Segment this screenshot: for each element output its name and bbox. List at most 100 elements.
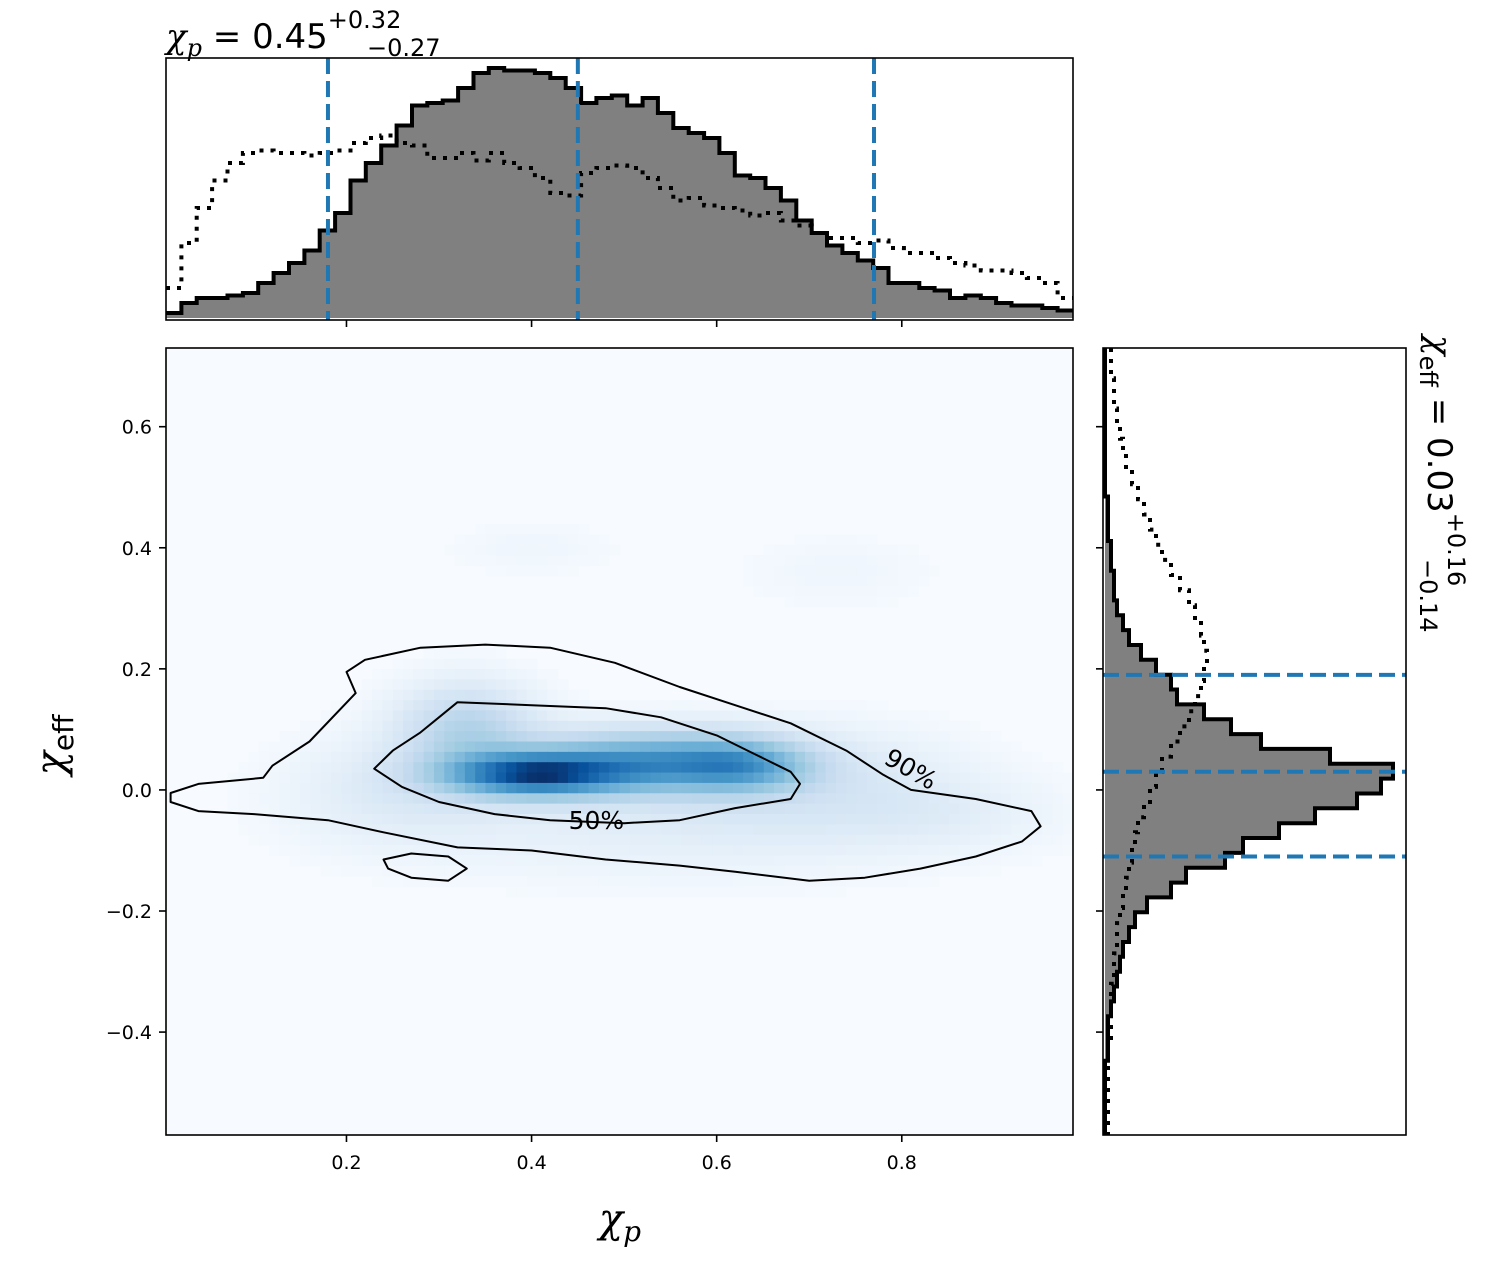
density-cell <box>887 803 899 815</box>
density-cell <box>299 845 311 857</box>
density-cell <box>712 720 724 732</box>
density-cell <box>908 845 919 857</box>
density-cell <box>784 544 796 556</box>
density-cell <box>691 865 703 877</box>
density-cell <box>547 689 559 701</box>
density-cell <box>856 544 868 556</box>
density-cell <box>908 751 919 763</box>
density-cell <box>1021 845 1033 857</box>
density-cell <box>701 710 713 722</box>
density-cell <box>506 689 518 701</box>
density-cell <box>691 741 703 753</box>
density-cell <box>537 762 548 774</box>
density-cell <box>774 751 786 763</box>
density-cell <box>537 751 548 763</box>
density-cell <box>609 886 621 898</box>
density-cell <box>609 813 621 825</box>
y-tick-label: −0.4 <box>106 1022 152 1044</box>
density-cell <box>969 782 981 794</box>
density-cell <box>372 772 384 784</box>
density-cell <box>846 845 858 857</box>
density-cell <box>939 772 950 784</box>
density-cell <box>279 782 291 794</box>
density-cell <box>392 813 404 825</box>
density-cell <box>392 824 404 836</box>
density-cell <box>557 824 569 836</box>
density-cell <box>485 876 497 888</box>
density-cell <box>671 751 682 763</box>
density-cell <box>794 772 806 784</box>
density-cell <box>299 762 311 774</box>
density-cell <box>382 762 394 774</box>
density-cell <box>609 845 621 857</box>
density-cell <box>629 845 641 857</box>
density-cell <box>691 855 703 867</box>
density-cell <box>877 772 889 784</box>
density-cell <box>506 762 518 774</box>
density-cell <box>609 876 621 888</box>
density-cell <box>537 782 548 794</box>
density-cell <box>361 824 373 836</box>
density-cell <box>578 534 590 546</box>
density-cell <box>691 772 703 784</box>
density-cell <box>660 834 672 846</box>
density-cell <box>537 555 548 567</box>
density-cell <box>732 782 744 794</box>
density-cell <box>1031 845 1043 857</box>
density-cell <box>526 803 538 815</box>
density-cell <box>403 855 414 867</box>
density-cell <box>650 865 662 877</box>
density-cell <box>774 865 786 877</box>
density-cell <box>835 596 847 608</box>
density-cell <box>959 803 971 815</box>
density-cell <box>959 834 971 846</box>
density-cell <box>567 741 579 753</box>
density-cell <box>877 544 889 556</box>
density-cell <box>805 865 816 877</box>
density-cell <box>939 793 950 805</box>
density-cell <box>918 741 930 753</box>
density-cell <box>433 679 445 691</box>
density-cell <box>433 813 445 825</box>
density-cell <box>897 813 909 825</box>
chi-p-marginal-frame <box>165 57 1074 321</box>
density-cell <box>949 793 961 805</box>
density-cell <box>444 731 456 743</box>
density-cell <box>1021 855 1033 867</box>
density-cell <box>959 741 971 753</box>
density-cell <box>990 824 1002 836</box>
density-cell <box>516 886 528 898</box>
density-cell <box>351 741 363 753</box>
density-cell <box>423 762 435 774</box>
density-cell <box>640 710 652 722</box>
density-cell <box>269 813 280 825</box>
density-cell <box>877 813 889 825</box>
density-cell <box>835 782 847 794</box>
density-cell <box>588 534 600 546</box>
density-cell <box>248 751 260 763</box>
density-cell <box>413 700 425 712</box>
density-cell <box>1042 782 1053 794</box>
density-cell <box>475 782 487 794</box>
density-cell <box>743 772 755 784</box>
density-cell <box>289 793 301 805</box>
density-cell <box>681 803 693 815</box>
density-cell <box>650 793 662 805</box>
density-cell <box>846 876 858 888</box>
density-cell <box>588 876 600 888</box>
density-cell <box>567 751 579 763</box>
density-cell <box>557 689 569 701</box>
density-cell <box>598 751 610 763</box>
density-cell <box>640 813 652 825</box>
density-cell <box>423 824 435 836</box>
density-cell <box>485 865 497 877</box>
density-cell <box>805 710 816 722</box>
density-cell <box>918 793 930 805</box>
density-cell <box>516 710 528 722</box>
density-cell <box>609 834 621 846</box>
density-cell <box>949 803 961 815</box>
density-cell <box>959 731 971 743</box>
density-cell <box>557 544 569 556</box>
density-cell <box>320 793 332 805</box>
density-cell <box>537 534 548 546</box>
